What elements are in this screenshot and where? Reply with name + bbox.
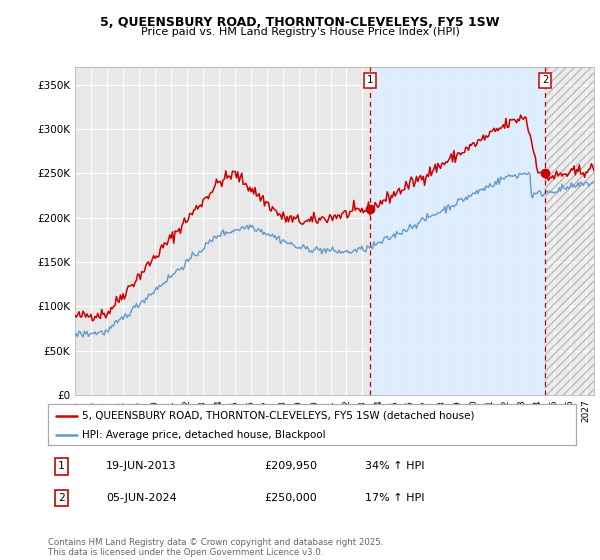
Text: Price paid vs. HM Land Registry's House Price Index (HPI): Price paid vs. HM Land Registry's House … (140, 27, 460, 37)
Text: Contains HM Land Registry data © Crown copyright and database right 2025.
This d: Contains HM Land Registry data © Crown c… (48, 538, 383, 557)
Bar (545, 67, 594, 395)
Text: 34% ↑ HPI: 34% ↑ HPI (365, 461, 424, 472)
Bar (545, 67, 594, 395)
Text: 5, QUEENSBURY ROAD, THORNTON-CLEVELEYS, FY5 1SW: 5, QUEENSBURY ROAD, THORNTON-CLEVELEYS, … (100, 16, 500, 29)
Text: 1: 1 (58, 461, 65, 472)
Bar (370, 67, 545, 395)
Bar (545, 67, 594, 395)
Text: 5, QUEENSBURY ROAD, THORNTON-CLEVELEYS, FY5 1SW (detached house): 5, QUEENSBURY ROAD, THORNTON-CLEVELEYS, … (82, 411, 475, 421)
Text: 1: 1 (367, 76, 373, 86)
Text: 17% ↑ HPI: 17% ↑ HPI (365, 493, 424, 503)
Text: 2: 2 (58, 493, 65, 503)
Text: 05-JUN-2024: 05-JUN-2024 (106, 493, 177, 503)
Text: 2: 2 (542, 76, 548, 86)
Text: 19-JUN-2013: 19-JUN-2013 (106, 461, 177, 472)
Text: HPI: Average price, detached house, Blackpool: HPI: Average price, detached house, Blac… (82, 430, 326, 440)
Text: £209,950: £209,950 (265, 461, 317, 472)
Text: £250,000: £250,000 (265, 493, 317, 503)
